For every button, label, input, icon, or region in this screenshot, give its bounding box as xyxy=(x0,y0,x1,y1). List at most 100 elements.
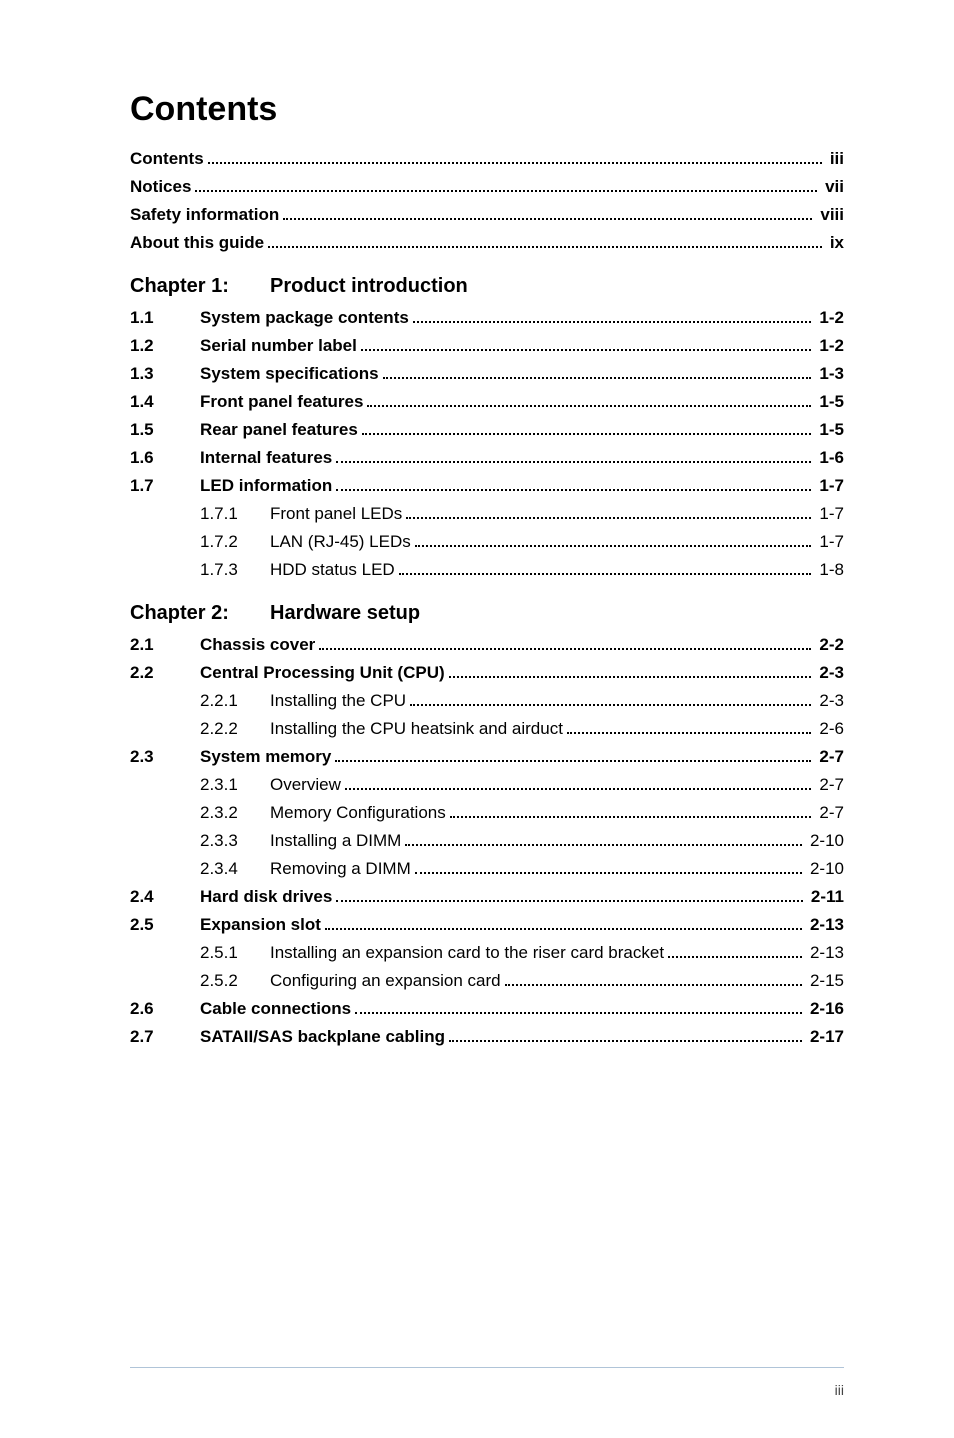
toc-line: 2.2Central Processing Unit (CPU) 2-3 xyxy=(130,663,844,683)
toc-entry-number: 1.3 xyxy=(130,364,200,384)
toc-entry-page: 2-15 xyxy=(806,971,844,991)
toc-entry-page: 1-3 xyxy=(815,364,844,384)
toc-entry-label: Installing the CPU xyxy=(270,691,406,711)
toc-entry-label: Cable connections xyxy=(200,999,351,1019)
toc-leader-dots xyxy=(399,571,812,575)
toc-entry-number: 1.4 xyxy=(130,392,200,412)
toc-entry-label: Notices xyxy=(130,177,191,197)
toc-leader-dots xyxy=(362,431,812,435)
toc-line: 2.3.1Overview 2-7 xyxy=(130,775,844,795)
toc-entry-number: 2.2.1 xyxy=(200,691,270,711)
toc-entry-page: 2-16 xyxy=(806,999,844,1019)
toc-entry-number: 1.7 xyxy=(130,476,200,496)
toc-line: 1.7.3HDD status LED 1-8 xyxy=(130,560,844,580)
toc-entry-page: 2-7 xyxy=(815,747,844,767)
toc-leader-dots xyxy=(345,786,812,790)
toc-entry-number: 2.4 xyxy=(130,887,200,907)
page-title: Contents xyxy=(130,90,844,129)
toc-line: Safety information viii xyxy=(130,205,844,225)
toc-leader-dots xyxy=(367,403,811,407)
toc-leader-dots xyxy=(195,188,817,192)
toc-line: 2.3.2Memory Configurations 2-7 xyxy=(130,803,844,823)
toc-entry-number: 1.2 xyxy=(130,336,200,356)
toc-line: Notices vii xyxy=(130,177,844,197)
toc-entry-label: Contents xyxy=(130,149,204,169)
toc-leader-dots xyxy=(413,319,812,323)
toc-entry-page: 2-2 xyxy=(815,635,844,655)
toc-entry-page: 1-8 xyxy=(815,560,844,580)
toc-leader-dots xyxy=(335,758,811,762)
toc-entry-number: 2.7 xyxy=(130,1027,200,1047)
toc-leader-dots xyxy=(449,674,812,678)
toc-entry-label: Chassis cover xyxy=(200,635,315,655)
toc-entry-label: Front panel LEDs xyxy=(270,504,402,524)
toc-line: 2.1Chassis cover 2-2 xyxy=(130,635,844,655)
toc-entry-page: 1-7 xyxy=(815,532,844,552)
toc-leader-dots xyxy=(505,982,802,986)
toc-entry-label: Memory Configurations xyxy=(270,803,446,823)
toc-entry-page: 2-3 xyxy=(815,663,844,683)
toc-entry-number: 2.6 xyxy=(130,999,200,1019)
toc-entry-number: 1.6 xyxy=(130,448,200,468)
toc-entry-label: LAN (RJ-45) LEDs xyxy=(270,532,411,552)
front-matter-list: Contents iii Notices vii Safety informatio… xyxy=(130,149,844,253)
toc-entry-label: Removing a DIMM xyxy=(270,859,411,879)
toc-entry-page: 1-2 xyxy=(815,336,844,356)
toc-entry-page: 2-7 xyxy=(815,803,844,823)
toc-line: 1.5Rear panel features 1-5 xyxy=(130,420,844,440)
toc-line: Contents iii xyxy=(130,149,844,169)
toc-line: 2.3.4Removing a DIMM 2-10 xyxy=(130,859,844,879)
toc-entry-page: 2-13 xyxy=(806,915,844,935)
toc-entry-page: ix xyxy=(826,233,844,253)
toc-entry-label: Central Processing Unit (CPU) xyxy=(200,663,445,683)
toc-entry-label: Configuring an expansion card xyxy=(270,971,501,991)
toc-leader-dots xyxy=(268,244,822,248)
toc-leader-dots xyxy=(361,347,812,351)
toc-entry-page: 1-7 xyxy=(815,504,844,524)
toc-entry-number: 1.7.2 xyxy=(200,532,270,552)
toc-entry-label: System package contents xyxy=(200,308,409,328)
toc-entry-number: 2.3.2 xyxy=(200,803,270,823)
toc-entry-number: 1.5 xyxy=(130,420,200,440)
toc-entry-label: Installing an expansion card to the rise… xyxy=(270,943,664,963)
page: Contents Contents iii Notices vii Safety i… xyxy=(0,0,954,1438)
toc-entry-number: 2.5.2 xyxy=(200,971,270,991)
toc-entry-page: 1-5 xyxy=(815,420,844,440)
toc-entry-label: Expansion slot xyxy=(200,915,321,935)
toc-entry-number: 1.7.3 xyxy=(200,560,270,580)
toc-entry-page: 2-11 xyxy=(807,887,844,907)
chapters-container: Chapter 1:Product introduction1.1System … xyxy=(130,275,844,1047)
toc-line: About this guide ix xyxy=(130,233,844,253)
toc-entry-label: System specifications xyxy=(200,364,379,384)
toc-entry-page: 1-5 xyxy=(815,392,844,412)
toc-entry-number: 1.1 xyxy=(130,308,200,328)
toc-line: 2.3.3Installing a DIMM 2-10 xyxy=(130,831,844,851)
toc-entry-number: 2.2 xyxy=(130,663,200,683)
toc-leader-dots xyxy=(336,459,811,463)
toc-entry-page: 2-10 xyxy=(806,831,844,851)
toc-entry-label: Serial number label xyxy=(200,336,357,356)
toc-leader-dots xyxy=(383,375,812,379)
toc-leader-dots xyxy=(283,216,812,220)
toc-entry-label: About this guide xyxy=(130,233,264,253)
toc-leader-dots xyxy=(450,814,812,818)
toc-line: 2.5.1Installing an expansion card to the… xyxy=(130,943,844,963)
toc-entry-number: 1.7.1 xyxy=(200,504,270,524)
toc-line: 2.6Cable connections 2-16 xyxy=(130,999,844,1019)
footer-rule xyxy=(130,1367,844,1368)
toc-leader-dots xyxy=(567,730,811,734)
chapter-heading: Chapter 2:Hardware setup xyxy=(130,602,844,625)
toc-entry-label: LED information xyxy=(200,476,332,496)
toc-entry-number: 2.1 xyxy=(130,635,200,655)
toc-line: 1.2Serial number label 1-2 xyxy=(130,336,844,356)
toc-entry-label: Internal features xyxy=(200,448,332,468)
toc-entry-page: 1-2 xyxy=(815,308,844,328)
toc-entry-label: Front panel features xyxy=(200,392,363,412)
toc-leader-dots xyxy=(415,543,812,547)
toc-leader-dots xyxy=(415,870,802,874)
chapter-title: Product introduction xyxy=(270,275,468,297)
toc-leader-dots xyxy=(449,1038,802,1042)
toc-entry-page: iii xyxy=(826,149,844,169)
toc-entry-page: 2-13 xyxy=(806,943,844,963)
toc-leader-dots xyxy=(336,898,803,902)
